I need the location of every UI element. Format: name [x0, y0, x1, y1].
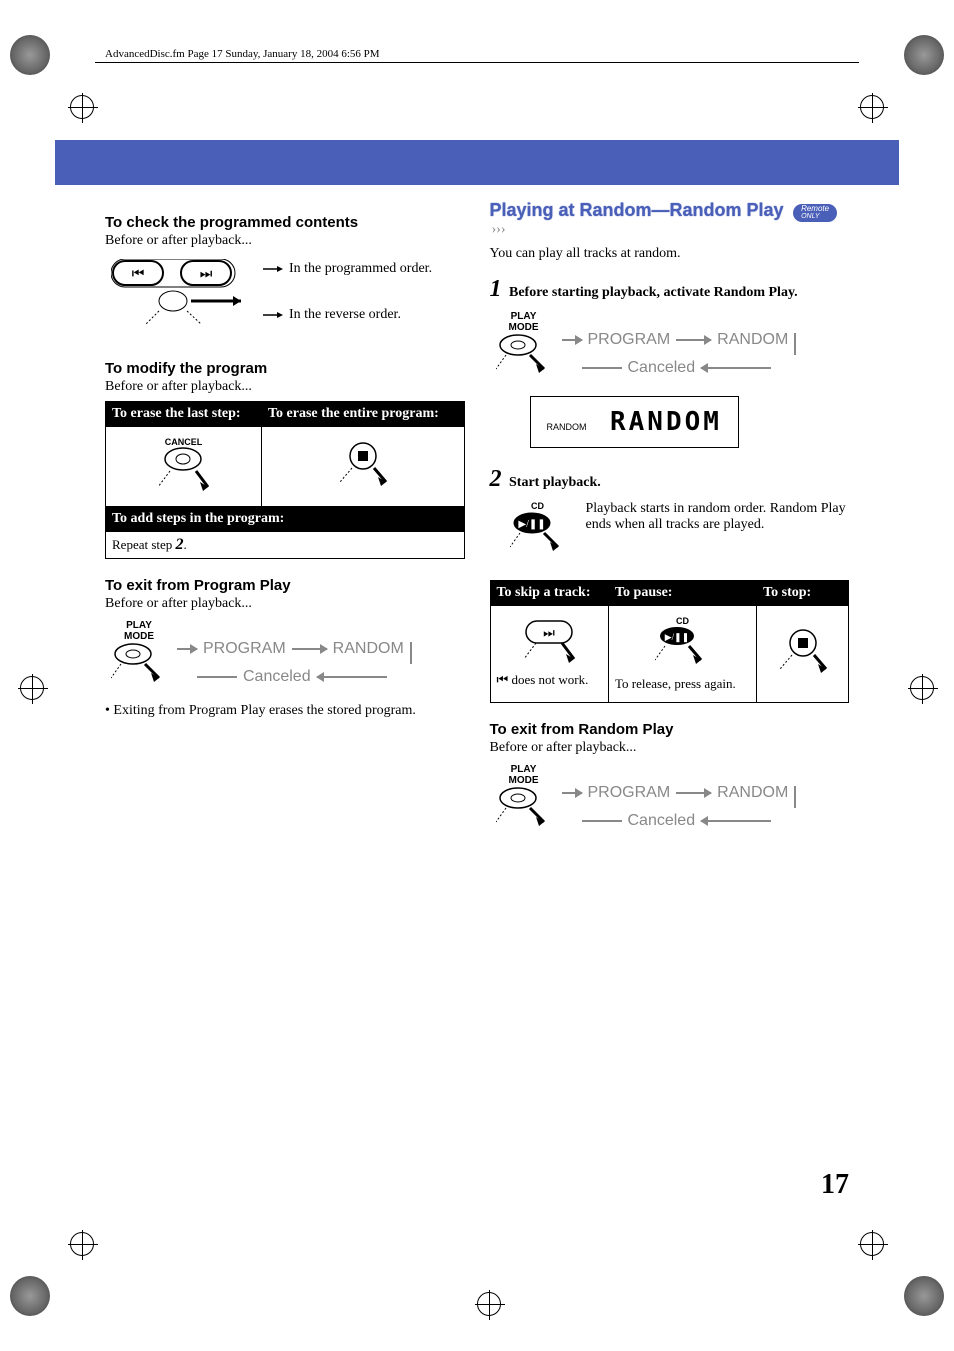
play-mode-label: PLAY MODE — [496, 311, 552, 333]
play-mode-button-icon — [496, 786, 552, 834]
registration-mark — [70, 1232, 94, 1256]
random-label: RANDOM — [717, 784, 788, 802]
cancel-label: CANCEL — [112, 437, 255, 447]
cd-pause-button-icon: ▶/❚❚ — [655, 626, 711, 668]
lcd-random-label: RANDOM — [547, 422, 587, 432]
registration-mark — [70, 95, 94, 119]
canceled-label: Canceled — [628, 359, 696, 377]
prev-next-buttons-icon: ⏮ ⏭ — [111, 259, 251, 329]
registration-mark — [477, 1292, 501, 1316]
header-rule — [95, 62, 859, 63]
th-stop: To stop: — [757, 580, 849, 605]
canceled-label: Canceled — [628, 812, 696, 830]
play-mode-button-icon — [111, 642, 167, 690]
subtext: Before or after playback... — [490, 740, 850, 756]
heading-modify: To modify the program — [105, 360, 465, 377]
random-label: RANDOM — [717, 331, 788, 349]
registration-mark — [860, 1232, 884, 1256]
step-1-text: Before starting playback, activate Rando… — [509, 285, 798, 300]
play-mode-flow-exit: PLAY MODE PROGRAM RANDOM — [496, 764, 850, 839]
cancel-button-icon — [148, 447, 218, 492]
exit-note: • Exiting from Program Play erases the s… — [105, 703, 465, 719]
subtext: Before or after playback... — [105, 233, 465, 249]
random-label: RANDOM — [333, 640, 404, 658]
th-skip: To skip a track: — [490, 580, 609, 605]
subtext: Before or after playback... — [105, 379, 465, 395]
svg-text:⏭: ⏭ — [200, 267, 213, 282]
lcd-display: RANDOM RANDOM — [530, 396, 739, 448]
play-mode-button-icon — [496, 333, 552, 381]
modify-table: To erase the last step: To erase the ent… — [105, 401, 465, 559]
svg-text:⏭: ⏭ — [543, 625, 555, 640]
registration-mark — [20, 676, 44, 700]
reverse-order-text: In the reverse order. — [289, 307, 401, 323]
page-number: 17 — [821, 1169, 849, 1201]
cd-label: CD — [615, 616, 750, 626]
heading-check-contents: To check the programmed contents — [105, 214, 465, 231]
corner-decoration — [904, 35, 944, 75]
program-label: PROGRAM — [203, 640, 286, 658]
th-add-steps: To add steps in the program: — [106, 507, 465, 532]
canceled-label: Canceled — [243, 668, 311, 686]
step-1-number: 1 — [490, 276, 502, 302]
cd-play-button-icon: ▶/❚❚ — [510, 511, 566, 559]
play-mode-label: PLAY MODE — [111, 620, 167, 642]
signal-icon: ››› — [492, 222, 506, 238]
cd-label: CD — [510, 501, 566, 511]
next-button-icon: ⏭ — [514, 619, 584, 664]
header-crop-text: AdvancedDisc.fm Page 17 Sunday, January … — [105, 48, 380, 60]
play-mode-flow: PLAY MODE PROGRAM RANDOM — [111, 620, 465, 695]
registration-mark — [860, 95, 884, 119]
corner-decoration — [904, 1276, 944, 1316]
intro-text: You can play all tracks at random. — [490, 246, 850, 262]
subtext: Before or after playback... — [105, 596, 465, 612]
right-column: Playing at Random—Random Play RemoteONLY… — [490, 200, 850, 839]
step-2-description: Playback starts in random order. Random … — [586, 501, 850, 560]
th-pause: To pause: — [609, 580, 757, 605]
stop-button-icon — [328, 442, 398, 487]
pause-note: To release, press again. — [615, 672, 750, 692]
left-column: To check the programmed contents Before … — [105, 200, 465, 839]
corner-decoration — [10, 35, 50, 75]
th-erase-last: To erase the last step: — [106, 402, 262, 427]
skip-note: ⏮ does not work. — [497, 668, 603, 688]
section-banner — [55, 140, 899, 185]
repeat-step-text: Repeat step 2. — [106, 532, 465, 559]
heading-random-play: Playing at Random—Random Play — [490, 200, 784, 220]
program-label: PROGRAM — [588, 331, 671, 349]
track-buttons-diagram: ⏮ ⏭ In the programmed order. — [111, 259, 465, 334]
svg-text:▶/❚❚: ▶/❚❚ — [518, 519, 545, 530]
program-label: PROGRAM — [588, 784, 671, 802]
lcd-text: RANDOM — [610, 407, 722, 437]
play-mode-label: PLAY MODE — [496, 764, 552, 786]
svg-text:▶/❚❚: ▶/❚❚ — [664, 632, 689, 643]
random-controls-table: To skip a track: To pause: To stop: ⏭ ⏮ … — [490, 580, 850, 703]
heading-exit-random: To exit from Random Play — [490, 721, 850, 738]
stop-button-icon — [768, 629, 838, 674]
th-erase-all: To erase the entire program: — [261, 402, 464, 427]
programmed-order-text: In the programmed order. — [289, 261, 432, 277]
step-2-text: Start playback. — [509, 475, 601, 490]
step-2-body: CD ▶/❚❚ Playback starts in random order.… — [510, 501, 850, 564]
corner-decoration — [10, 1276, 50, 1316]
heading-exit-program: To exit from Program Play — [105, 577, 465, 594]
remote-only-badge: RemoteONLY — [793, 204, 837, 221]
svg-text:⏮: ⏮ — [132, 267, 145, 282]
play-mode-flow-right: PLAY MODE PROGRAM RANDOM — [496, 311, 850, 386]
registration-mark — [910, 676, 934, 700]
step-2-number: 2 — [490, 466, 502, 492]
